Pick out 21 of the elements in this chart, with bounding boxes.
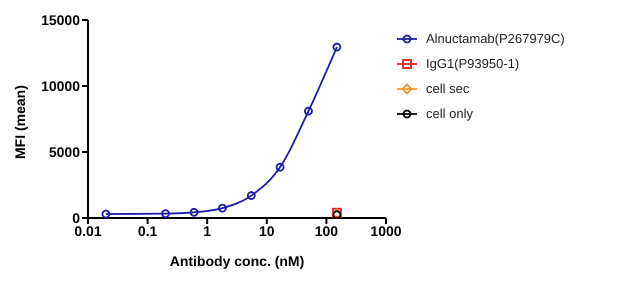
y-axis-title: MFI (mean) <box>12 85 28 159</box>
legend-label: cell sec <box>426 81 470 96</box>
x-tick-label: 1000 <box>370 222 402 239</box>
x-tick-label: 100 <box>314 222 338 239</box>
point <box>218 204 227 212</box>
legend-label: IgG1(P93950-1) <box>426 56 520 71</box>
y-tick-label: 5000 <box>48 144 80 160</box>
point <box>190 208 198 217</box>
x-tick-label: 10 <box>259 222 275 239</box>
x-tick-label: 1 <box>203 222 212 239</box>
x-tick-label: 0.1 <box>138 222 158 239</box>
point <box>332 42 342 52</box>
point <box>276 162 284 172</box>
y-tick-label: 15000 <box>41 12 80 28</box>
legend-label: Alnuctamab(P267979C) <box>426 31 565 46</box>
point <box>304 106 313 116</box>
x-axis-title: Antibody conc. (nM) <box>170 253 304 269</box>
point <box>161 209 170 218</box>
legend-label: cell only <box>426 106 473 121</box>
point <box>246 191 256 200</box>
y-tick-label: 10000 <box>41 78 80 94</box>
